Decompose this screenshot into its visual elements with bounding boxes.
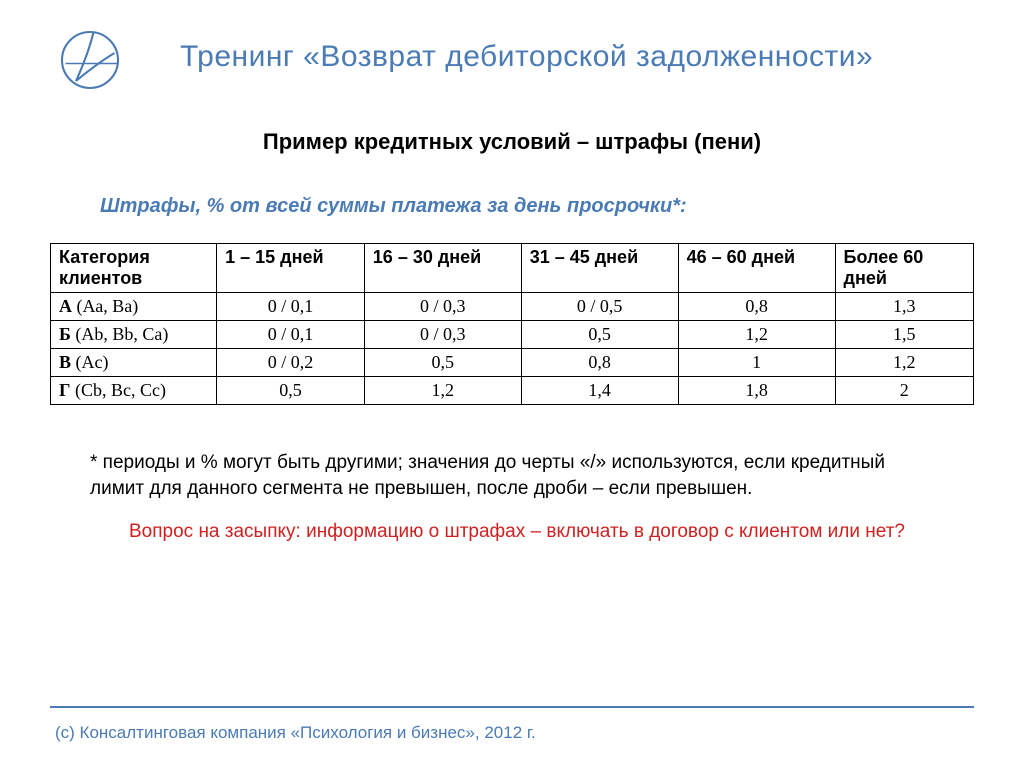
table-row: Г (Cb, Bc, Cc)0,51,21,41,82 — [51, 377, 974, 405]
table-body: А (Аа, Ва)0 / 0,10 / 0,30 / 0,50,81,3Б (… — [51, 293, 974, 405]
value-cell: 1,2 — [364, 377, 521, 405]
penalty-table-wrap: Категория клиентов1 – 15 дней16 – 30 дне… — [50, 243, 974, 405]
category-cell: А (Аа, Ва) — [51, 293, 217, 321]
value-cell: 1,2 — [835, 349, 973, 377]
value-cell: 0,5 — [217, 377, 365, 405]
value-cell: 1,5 — [835, 321, 973, 349]
slide-title: Тренинг «Возврат дебиторской задолженнос… — [180, 40, 974, 74]
table-col-header: Более 60 дней — [835, 244, 973, 293]
category-cell: В (Ac) — [51, 349, 217, 377]
value-cell: 1,3 — [835, 293, 973, 321]
footnote-text: * периоды и % могут быть другими; значен… — [90, 450, 944, 501]
value-cell: 0 / 0,1 — [217, 293, 365, 321]
value-cell: 0 / 0,3 — [364, 293, 521, 321]
table-row: Б (Ab, Bb, Ca)0 / 0,10 / 0,30,51,21,5 — [51, 321, 974, 349]
table-col-header: Категория клиентов — [51, 244, 217, 293]
value-cell: 0,8 — [678, 293, 835, 321]
penalty-table: Категория клиентов1 – 15 дней16 – 30 дне… — [50, 243, 974, 405]
value-cell: 1 — [678, 349, 835, 377]
table-col-header: 16 – 30 дней — [364, 244, 521, 293]
value-cell: 0,8 — [521, 349, 678, 377]
value-cell: 0,5 — [364, 349, 521, 377]
value-cell: 1,4 — [521, 377, 678, 405]
table-header-row: Категория клиентов1 – 15 дней16 – 30 дне… — [51, 244, 974, 293]
table-col-header: 31 – 45 дней — [521, 244, 678, 293]
slide: Тренинг «Возврат дебиторской задолженнос… — [0, 0, 1024, 768]
value-cell: 0 / 0,2 — [217, 349, 365, 377]
divider-line — [50, 706, 974, 708]
category-cell: Г (Cb, Bc, Cc) — [51, 377, 217, 405]
table-col-header: 46 – 60 дней — [678, 244, 835, 293]
table-col-header: 1 – 15 дней — [217, 244, 365, 293]
slide-subtitle: Пример кредитных условий – штрафы (пени) — [50, 129, 974, 155]
table-row: А (Аа, Ва)0 / 0,10 / 0,30 / 0,50,81,3 — [51, 293, 974, 321]
value-cell: 1,2 — [678, 321, 835, 349]
value-cell: 0,5 — [521, 321, 678, 349]
value-cell: 0 / 0,5 — [521, 293, 678, 321]
value-cell: 2 — [835, 377, 973, 405]
value-cell: 0 / 0,3 — [364, 321, 521, 349]
category-cell: Б (Ab, Bb, Ca) — [51, 321, 217, 349]
table-caption: Штрафы, % от всей суммы платежа за день … — [100, 195, 974, 218]
table-row: В (Ac)0 / 0,20,50,811,2 — [51, 349, 974, 377]
value-cell: 0 / 0,1 — [217, 321, 365, 349]
copyright-text: (с) Консалтинговая компания «Психология … — [55, 723, 536, 743]
logo-icon — [55, 25, 125, 95]
value-cell: 1,8 — [678, 377, 835, 405]
question-text: Вопрос на засыпку: информацию о штрафах … — [90, 519, 944, 545]
